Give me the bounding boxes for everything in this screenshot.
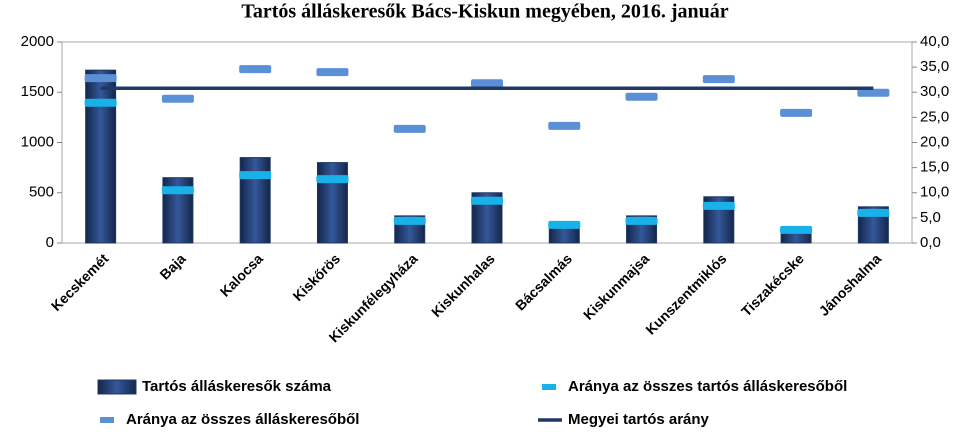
y2-tick-label: 5,0 (920, 209, 941, 226)
dash-marker (548, 220, 581, 229)
legend-swatch (542, 384, 556, 390)
x-tick-label: Kecskemét (48, 250, 112, 314)
y2-tick-label: 35,0 (920, 58, 949, 75)
x-tick-label: Kunszentmiklós (642, 250, 729, 337)
legend-swatch (97, 379, 137, 395)
dash-marker (548, 121, 581, 130)
dash-marker (780, 225, 813, 234)
y2-tick-label: 25,0 (920, 108, 949, 125)
bar (316, 162, 348, 244)
dash-marker (471, 79, 503, 88)
dash-marker (239, 171, 272, 180)
bar (239, 157, 271, 244)
dash-marker (857, 208, 890, 217)
legend-label: Tartós álláskeresők száma (142, 378, 332, 395)
x-tick-label: Kiskunhalas (428, 250, 498, 320)
dash-marker (625, 92, 658, 101)
y2-tick-label: 30,0 (920, 83, 949, 100)
dash-marker (702, 201, 735, 210)
dash-marker (393, 124, 426, 133)
bar (85, 69, 117, 244)
y2-tick-label: 40,0 (920, 33, 949, 50)
x-tick-label: Tiszakécske (738, 250, 807, 319)
dash-marker (780, 108, 813, 117)
dash-marker (471, 196, 503, 205)
y-tick-label: 2000 (21, 33, 54, 50)
legend-label: Aránya az összes álláskeresőből (126, 411, 359, 428)
x-tick-label: Baja (156, 250, 188, 282)
y2-tick-label: 10,0 (920, 184, 949, 201)
y2-tick-label: 20,0 (920, 133, 949, 150)
dash-marker (316, 68, 349, 77)
y2-tick-label: 0,0 (920, 234, 941, 251)
dash-marker (84, 98, 117, 107)
legend-label: Megyei tartós arány (568, 411, 710, 428)
y-tick-label: 1000 (21, 133, 54, 150)
y-tick-label: 0 (46, 234, 54, 251)
dash-marker (702, 75, 735, 84)
dash-marker (316, 175, 349, 184)
dash-marker (161, 94, 194, 103)
y2-tick-label: 15,0 (920, 159, 949, 176)
dash-marker (625, 216, 658, 225)
chart-title: Tartós álláskeresők Bács-Kiskun megyében… (241, 1, 728, 23)
x-tick-label: Kalocsa (217, 250, 266, 299)
y-tick-label: 500 (29, 184, 54, 201)
dash-marker (857, 88, 890, 97)
x-tick-label: Bácsalmás (512, 250, 575, 313)
x-tick-label: Kiskunmajsa (580, 250, 653, 323)
dash-marker (161, 186, 194, 195)
x-tick-label: Jánoshalma (816, 250, 885, 319)
y-tick-label: 1500 (21, 83, 54, 100)
dash-marker (84, 74, 117, 83)
legend-swatch (100, 417, 114, 423)
dash-marker (239, 65, 272, 74)
dash-marker (393, 216, 426, 225)
legend-label: Aránya az összes tartós álláskeresőből (568, 378, 847, 395)
x-tick-label: Kiskőrös (290, 250, 344, 304)
